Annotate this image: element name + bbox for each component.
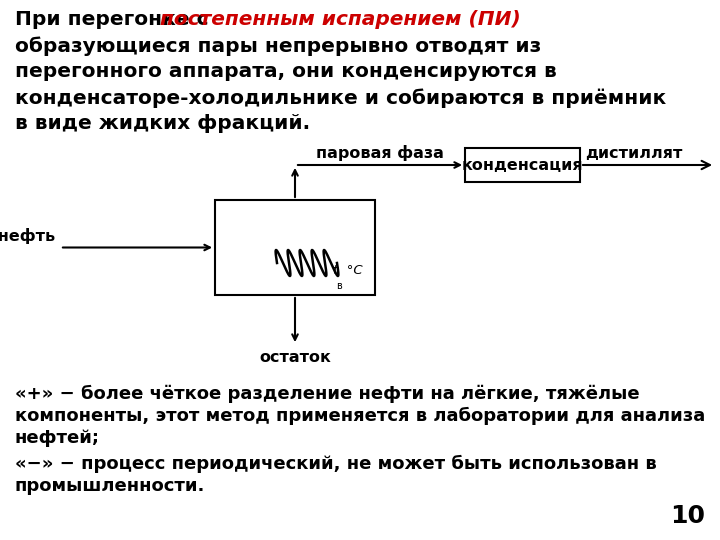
Text: нефтей;: нефтей; [15, 429, 100, 447]
Text: холодная нефть: холодная нефть [0, 228, 55, 245]
Text: перегонного аппарата, они конденсируются в: перегонного аппарата, они конденсируются… [15, 62, 557, 81]
Bar [465, 148, 580, 182]
Text: t  °C: t °C [333, 264, 363, 277]
Text: в виде жидких фракций.: в виде жидких фракций. [15, 114, 310, 133]
Text: «−» − процесс периодический, не может быть использован в: «−» − процесс периодический, не может бы… [15, 455, 657, 473]
Text: «+» − более чёткое разделение нефти на лёгкие, тяжёлые: «+» − более чёткое разделение нефти на л… [15, 385, 639, 403]
Text: постепенным испарением (ПИ): постепенным испарением (ПИ) [160, 10, 521, 29]
Text: конденсация: конденсация [462, 158, 583, 172]
Text: При перегонке с: При перегонке с [15, 10, 215, 29]
Text: конденсаторе-холодильнике и собираются в приёмник: конденсаторе-холодильнике и собираются в… [15, 88, 666, 107]
Text: дистиллят: дистиллят [585, 146, 683, 161]
Text: компоненты, этот метод применяется в лаборатории для анализа: компоненты, этот метод применяется в лаб… [15, 407, 706, 425]
Text: образующиеся пары непрерывно отводят из: образующиеся пары непрерывно отводят из [15, 36, 541, 56]
Text: промышленности.: промышленности. [15, 477, 205, 495]
Text: остаток: остаток [259, 350, 331, 365]
Text: 10: 10 [670, 504, 705, 528]
Bar [215, 200, 375, 295]
Text: паровая фаза: паровая фаза [316, 145, 444, 161]
Text: в: в [336, 281, 342, 291]
